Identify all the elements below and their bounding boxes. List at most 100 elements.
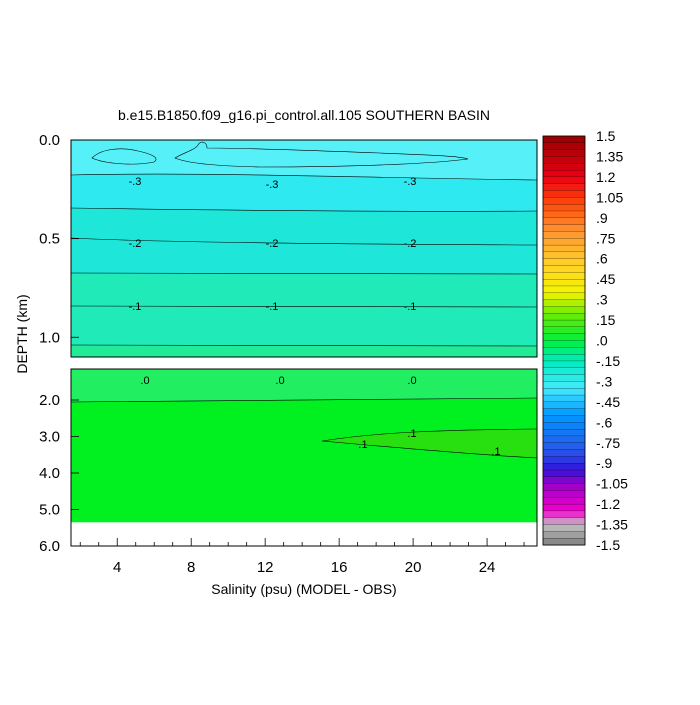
colorbar-segment (542, 313, 586, 321)
contour-label: .0 (407, 375, 416, 387)
x-tick-label: 16 (331, 559, 348, 576)
colorbar-label: -.15 (596, 353, 620, 369)
x-axis-title: Salinity (psu) (MODEL - OBS) (211, 581, 396, 597)
surface-contour-east (174, 141, 469, 168)
contour-label: -.3 (404, 176, 417, 188)
colorbar-label: -.45 (596, 394, 620, 410)
y-tick-label: 2.0 (39, 392, 60, 409)
colorbar-segment (542, 374, 586, 382)
colorbar-segment (542, 340, 586, 348)
colorbar-label: -.3 (596, 373, 613, 389)
colorbar-segment (542, 251, 586, 260)
contour-line-01 (321, 428, 538, 459)
colorbar-segment (542, 394, 586, 403)
colorbar-label: .3 (596, 292, 608, 308)
x-tick-label: 20 (405, 559, 422, 576)
x-tick-label: 8 (187, 559, 195, 576)
colorbar-segment (542, 231, 586, 239)
x-tick-label: 12 (257, 559, 274, 576)
colorbar-segment (542, 163, 586, 171)
colorbar-segment (542, 169, 586, 178)
colorbar-segment (542, 538, 586, 546)
colorbar-label: -.75 (596, 435, 620, 451)
contour-line-neg02 (70, 237, 538, 246)
y-axis-title: DEPTH (km) (14, 294, 30, 373)
colorbar-segment (542, 306, 586, 314)
colorbar-segment (542, 224, 586, 232)
band-01 (322, 429, 537, 458)
contour-label: -.2 (129, 238, 142, 250)
contour-label: -.1 (129, 301, 142, 313)
contour-label: .0 (140, 375, 149, 387)
contour-line-neg025 (70, 207, 538, 212)
y-tick-label: 0.5 (39, 231, 60, 248)
colorbar-segment (542, 197, 586, 205)
colorbar-segment (542, 381, 586, 389)
contour-label: .1 (358, 439, 367, 451)
colorbar-segment (542, 244, 586, 253)
colorbar-segment (542, 367, 586, 376)
colorbar-label: .15 (596, 312, 616, 328)
colorbar-segment (542, 497, 586, 505)
contour-label: .1 (407, 428, 416, 440)
colorbar-segment (542, 279, 586, 287)
colorbar-segment (542, 149, 586, 157)
y-tick-label: 5.0 (39, 502, 60, 519)
colorbar-segment (542, 190, 586, 198)
colorbar-label: .45 (596, 271, 616, 287)
colorbar-segment (542, 503, 586, 512)
y-axis: 0.0 0.5 1.0 2.0 3.0 4.0 5.0 6.0 (39, 132, 79, 555)
contour-label: .1 (491, 446, 500, 458)
colorbar-segment (542, 483, 586, 491)
colorbar-segment (542, 258, 586, 266)
colorbar-segment (542, 360, 586, 369)
colorbar-label: 1.2 (596, 169, 616, 185)
lower-panel-frame (70, 368, 538, 547)
colorbar-label: -1.5 (596, 537, 620, 553)
band-neg01 (71, 273, 537, 357)
colorbar-segment (542, 517, 586, 525)
upper-panel: -.3 -.3 -.3 -.2 -.2 -.2 -.1 -.1 -.1 (70, 139, 538, 358)
colorbar-segment (542, 415, 586, 423)
colorbar-segment (542, 388, 586, 396)
colorbar-segment (542, 326, 586, 335)
colorbar-frame (542, 135, 586, 546)
colorbar-segment (542, 524, 586, 532)
colorbar-label: -.6 (596, 414, 613, 430)
colorbar-segment (542, 217, 586, 226)
colorbar-segment (542, 176, 586, 185)
colorbar-segment (542, 265, 586, 273)
colorbar-segment (542, 333, 586, 341)
colorbar-label: .0 (596, 333, 608, 349)
contour-label: -.1 (266, 301, 279, 313)
colorbar-segment (542, 435, 586, 444)
colorbar-label: -.9 (596, 455, 613, 471)
colorbar-label: .6 (596, 251, 608, 267)
colorbar-label: 1.5 (596, 128, 616, 144)
band-bottom-upper (71, 345, 537, 357)
colorbar-segment (542, 510, 586, 519)
colorbar-segment (542, 408, 586, 416)
y-tick-label: 3.0 (39, 429, 60, 446)
y-tick-label: 1.0 (39, 329, 60, 346)
lower-panel: .0 .0 .0 .1 .1 .1 (70, 368, 538, 547)
y-tick-label: 0.0 (39, 132, 60, 149)
colorbar-segment (542, 272, 586, 280)
colorbar-segment (542, 156, 586, 164)
colorbar-label: 1.05 (596, 189, 623, 205)
contour-label: -.2 (404, 238, 417, 250)
colorbar-segment (542, 347, 586, 355)
contour-label: -.2 (266, 238, 279, 250)
colorbar-segment (542, 292, 586, 301)
colorbar-segment (542, 490, 586, 498)
colorbar-segment (542, 428, 586, 437)
contour-line-005 (70, 397, 538, 403)
colorbar-segment (542, 449, 586, 457)
colorbar-segment (542, 401, 586, 410)
colorbar-label: -1.35 (596, 517, 628, 533)
contour-line-neg015 (70, 272, 538, 275)
colorbar-segment (542, 142, 586, 151)
colorbar-segment (542, 238, 586, 246)
